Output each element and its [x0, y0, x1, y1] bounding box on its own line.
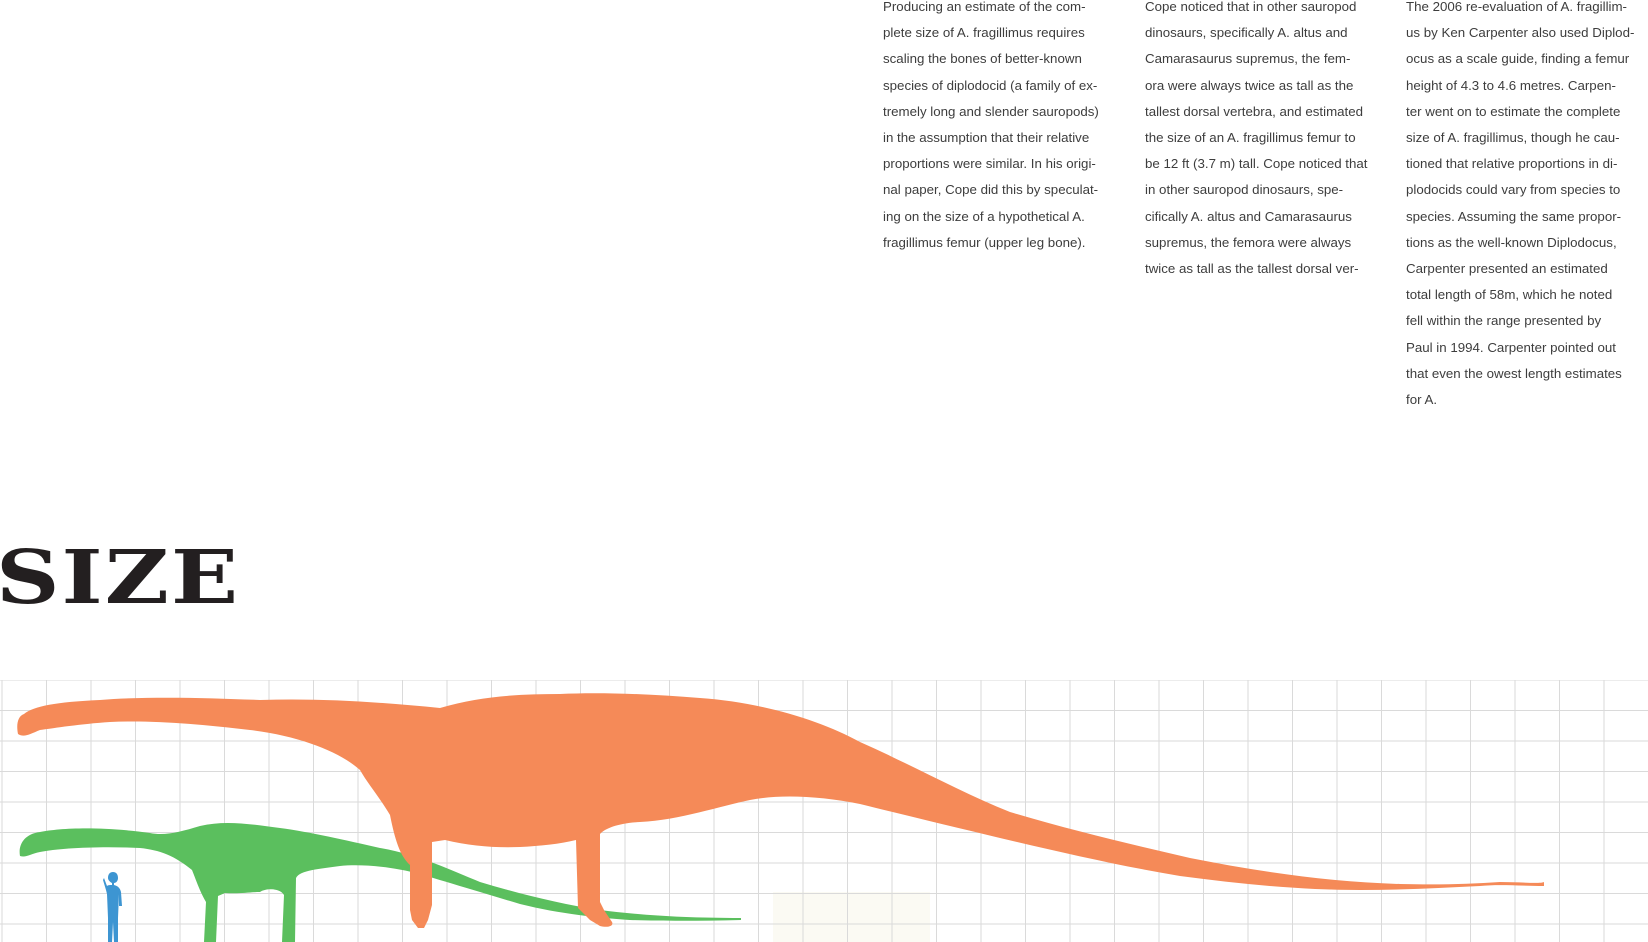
text-column-3: The 2006 re-evaluation of A. fragillim-u…: [1406, 0, 1648, 413]
text-line: species of diplodocid (a family of ex-: [883, 77, 1098, 93]
text-line: in other sauropod dinosaurs, spe-: [1145, 182, 1344, 198]
text-line: Paul in 1994. Carpenter pointed out: [1406, 339, 1616, 355]
text-line: species. Assuming the same propor-: [1406, 208, 1622, 224]
text-line: Cope noticed that in other sauropod: [1145, 0, 1357, 14]
text-line: height of 4.3 to 4.6 metres. Carpen-: [1406, 77, 1616, 93]
text-line: dinosaurs, specifically A. altus and: [1145, 25, 1348, 41]
text-line: be 12 ft (3.7 m) tall. Cope noticed that: [1145, 156, 1368, 172]
text-line: us by Ken Carpenter also used Diplod-: [1406, 25, 1635, 41]
text-line: in the assumption that their relative: [883, 130, 1090, 146]
highlight-box: [773, 892, 930, 942]
text-line: the size of an A. fragillimus femur to: [1145, 130, 1356, 146]
text-line: twice as tall as the tallest dorsal ver-: [1145, 261, 1359, 277]
text-line: ora were always twice as tall as the: [1145, 77, 1354, 93]
text-line: plodocids could vary from species to: [1406, 182, 1621, 198]
text-line: nal paper, Cope did this by speculat-: [883, 182, 1099, 198]
text-line: for A.: [1406, 392, 1438, 408]
text-line: that even the owest length estimates: [1406, 365, 1622, 381]
text-column-2: Cope noticed that in other sauropod dinos…: [1145, 0, 1387, 282]
text-line: fell within the range presented by: [1406, 313, 1602, 329]
size-comparison-chart: [0, 680, 1648, 942]
text-line: ocus as a scale guide, finding a femur: [1406, 51, 1630, 67]
text-line: tallest dorsal vertebra, and estimated: [1145, 103, 1364, 119]
text-line: The 2006 re-evaluation of A. fragillim-: [1406, 0, 1627, 14]
text-column-1: Producing an estimate of the com-plete s…: [883, 0, 1125, 256]
large-sauropod-silhouette: [17, 693, 1544, 928]
small-sauropod-silhouette: [19, 822, 741, 942]
text-line: proportions were similar. In his origi-: [883, 156, 1096, 172]
text-line: size of A. fragillimus, though he cau-: [1406, 130, 1620, 146]
text-line: supremus, the femora were always: [1145, 234, 1352, 250]
text-line: total length of 58m, which he noted: [1406, 287, 1613, 303]
text-line: plete size of A. fragillimus requires: [883, 25, 1085, 41]
text-line: Carpenter presented an estimated: [1406, 261, 1608, 277]
text-line: fragillimus femur (upper leg bone).: [883, 234, 1086, 250]
text-line: Camarasaurus supremus, the fem-: [1145, 51, 1351, 67]
human-silhouette: [103, 872, 122, 942]
text-line: Producing an estimate of the com-: [883, 0, 1086, 14]
text-line: tremely long and slender sauropods): [883, 103, 1099, 119]
section-title: SIZE: [0, 533, 241, 621]
text-line: tioned that relative proportions in di-: [1406, 156, 1618, 172]
text-line: scaling the bones of better-known: [883, 51, 1082, 67]
text-line: cifically A. altus and Camarasaurus: [1145, 208, 1352, 224]
text-line: ter went on to estimate the complete: [1406, 103, 1621, 119]
text-line: tions as the well-known Diplodocus,: [1406, 234, 1617, 250]
text-line: ing on the size of a hypothetical A.: [883, 208, 1085, 224]
